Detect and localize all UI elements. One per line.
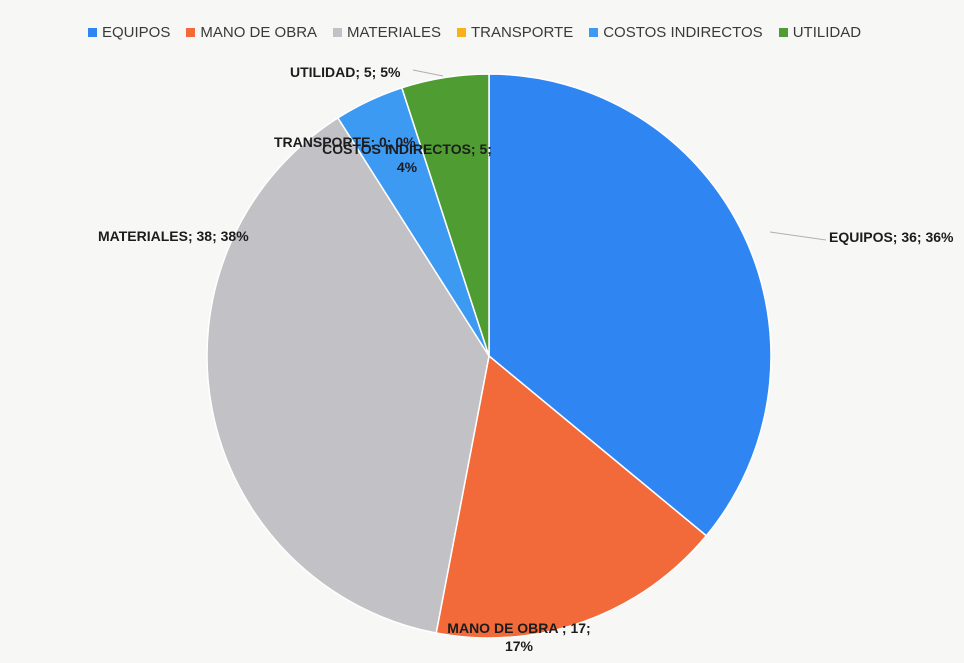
legend-label-equipos: EQUIPOS xyxy=(102,24,171,41)
legend-label-costos-indirectos: COSTOS INDIRECTOS xyxy=(603,24,763,41)
leader-line-equipos xyxy=(769,231,827,241)
pie-slice-materiales xyxy=(206,116,490,634)
legend-swatch-equipos xyxy=(88,28,97,37)
legend-item-equipos: EQUIPOS xyxy=(88,24,170,41)
data-label-transporte: TRANSPORTE; 0; 0% xyxy=(274,134,416,150)
pie-slice-mano-de-obra xyxy=(435,354,708,639)
data-label-mano-de-obra-line2: 17% xyxy=(505,638,534,654)
legend-label-utilidad: UTILIDAD xyxy=(792,24,862,41)
data-label-utilidad: UTILIDAD; 5; 5% xyxy=(290,64,401,80)
data-label-costos-indirectos: COSTOS INDIRECTOS; 5; xyxy=(322,141,492,157)
legend-swatch-transporte xyxy=(456,28,466,37)
legend-label-transporte: TRANSPORTE xyxy=(470,24,574,41)
data-label-costos-indirectos-line2: 4% xyxy=(397,159,418,175)
legend-swatch-costos-indirectos xyxy=(589,28,599,37)
data-label-mano-de-obra: MANO DE OBRA ; 17; xyxy=(447,620,590,636)
data-label-materiales: MATERIALES; 38; 38% xyxy=(98,228,249,244)
legend-item-transporte: TRANSPORTE xyxy=(456,24,574,41)
legend-swatch-materiales xyxy=(333,28,343,37)
legend-swatch-utilidad xyxy=(778,28,788,37)
pie-slice-equipos xyxy=(488,73,772,537)
pie-slice-utilidad xyxy=(400,73,490,357)
data-label-equipos: EQUIPOS; 36; 36% xyxy=(829,229,954,245)
legend-label-mano-de-obra: MANO DE OBRA xyxy=(200,24,318,41)
leader-line-utilidad xyxy=(412,69,444,77)
legend-label-materiales: MATERIALES xyxy=(347,24,441,41)
legend-item-utilidad: UTILIDAD xyxy=(778,24,862,41)
legend-item-materiales: MATERIALES xyxy=(333,24,441,41)
legend-item-costos-indirectos: COSTOS INDIRECTOS xyxy=(589,24,763,41)
legend-item-mano-de-obra: MANO DE OBRA xyxy=(186,24,317,41)
chart-legend: EQUIPOS MANO DE OBRA MATERIALES TRANSPORTE C… xyxy=(88,24,877,41)
legend-swatch-mano-de-obra xyxy=(186,28,196,37)
